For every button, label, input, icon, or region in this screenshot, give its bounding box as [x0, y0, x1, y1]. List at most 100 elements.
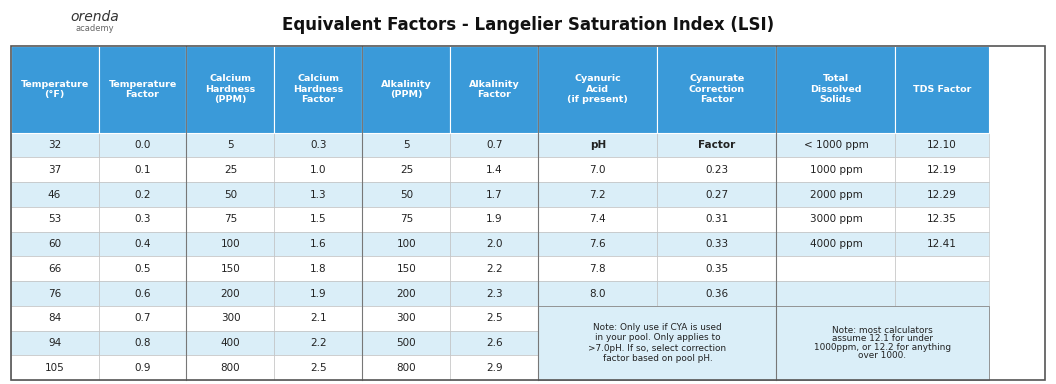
- Bar: [275, 232, 362, 257]
- Bar: [895, 356, 988, 380]
- Text: 2.2: 2.2: [310, 338, 326, 348]
- Text: Alkalinity
Factor: Alkalinity Factor: [469, 80, 520, 99]
- Bar: [657, 331, 776, 356]
- Bar: [275, 281, 362, 306]
- Bar: [776, 157, 895, 182]
- Bar: [657, 157, 776, 182]
- Bar: [98, 356, 187, 380]
- Bar: [98, 157, 187, 182]
- Bar: [657, 257, 776, 281]
- Text: orenda: orenda: [71, 10, 119, 24]
- Bar: [450, 46, 539, 133]
- Text: Temperature
(°F): Temperature (°F): [20, 80, 89, 99]
- Text: 94: 94: [48, 338, 61, 348]
- Text: 0.36: 0.36: [705, 288, 729, 298]
- Bar: [362, 207, 450, 232]
- Text: 53: 53: [48, 214, 61, 224]
- Bar: [187, 157, 275, 182]
- Bar: [539, 331, 657, 356]
- Text: 150: 150: [221, 264, 241, 274]
- Bar: [362, 257, 450, 281]
- Text: 7.0: 7.0: [589, 165, 606, 175]
- Bar: [11, 46, 1045, 380]
- Text: 0.1: 0.1: [134, 165, 151, 175]
- Bar: [98, 257, 187, 281]
- Bar: [450, 133, 539, 157]
- Text: 0.7: 0.7: [134, 313, 151, 323]
- Text: 105: 105: [44, 363, 64, 373]
- Bar: [11, 232, 98, 257]
- Text: Factor: Factor: [698, 140, 735, 150]
- Bar: [895, 281, 988, 306]
- Text: 500: 500: [397, 338, 416, 348]
- Bar: [539, 207, 657, 232]
- Text: 1.0: 1.0: [310, 165, 326, 175]
- Text: 2.5: 2.5: [486, 313, 503, 323]
- Bar: [895, 157, 988, 182]
- Bar: [539, 306, 776, 380]
- Text: Note: Only use if CYA is used
in your pool. Only applies to
>7.0pH. If so, selec: Note: Only use if CYA is used in your po…: [588, 323, 727, 363]
- Bar: [11, 331, 98, 356]
- Text: 50: 50: [400, 190, 413, 200]
- Text: 12.10: 12.10: [927, 140, 957, 150]
- Bar: [776, 182, 895, 207]
- Text: 7.6: 7.6: [589, 239, 606, 249]
- Bar: [539, 182, 657, 207]
- Text: 300: 300: [221, 313, 241, 323]
- Bar: [776, 232, 895, 257]
- Text: 12.29: 12.29: [927, 190, 957, 200]
- Text: 0.31: 0.31: [705, 214, 729, 224]
- Text: pH: pH: [589, 140, 606, 150]
- Bar: [776, 306, 988, 380]
- Bar: [539, 157, 657, 182]
- Text: 0.35: 0.35: [705, 264, 729, 274]
- Text: 1000ppm, or 12.2 for anything: 1000ppm, or 12.2 for anything: [814, 343, 951, 352]
- Text: 1.7: 1.7: [486, 190, 503, 200]
- Bar: [275, 257, 362, 281]
- Text: 50: 50: [224, 190, 237, 200]
- Bar: [450, 207, 539, 232]
- Bar: [98, 331, 187, 356]
- Text: 25: 25: [400, 165, 413, 175]
- Bar: [539, 232, 657, 257]
- Text: 7.8: 7.8: [589, 264, 606, 274]
- Bar: [187, 133, 275, 157]
- Bar: [187, 232, 275, 257]
- Text: 25: 25: [224, 165, 238, 175]
- Bar: [450, 306, 539, 331]
- Bar: [450, 232, 539, 257]
- Bar: [11, 306, 98, 331]
- Bar: [539, 356, 657, 380]
- Text: 12.19: 12.19: [927, 165, 957, 175]
- Bar: [11, 356, 98, 380]
- Bar: [895, 133, 988, 157]
- Bar: [362, 46, 450, 133]
- Text: 60: 60: [48, 239, 61, 249]
- Bar: [11, 182, 98, 207]
- Bar: [187, 306, 275, 331]
- Text: 0.3: 0.3: [134, 214, 151, 224]
- Bar: [657, 306, 776, 331]
- Bar: [776, 331, 895, 356]
- Bar: [450, 356, 539, 380]
- Text: 0.5: 0.5: [134, 264, 151, 274]
- Text: over 1000.: over 1000.: [859, 351, 906, 360]
- Text: 1.5: 1.5: [310, 214, 326, 224]
- Text: 2.3: 2.3: [486, 288, 503, 298]
- Text: 0.3: 0.3: [310, 140, 326, 150]
- Bar: [362, 306, 450, 331]
- Text: 5: 5: [227, 140, 233, 150]
- Text: 200: 200: [221, 288, 241, 298]
- Bar: [895, 306, 988, 331]
- Text: 4000 ppm: 4000 ppm: [810, 239, 863, 249]
- Text: 0.0: 0.0: [134, 140, 151, 150]
- Bar: [187, 207, 275, 232]
- Bar: [98, 306, 187, 331]
- Bar: [275, 133, 362, 157]
- Text: 1.9: 1.9: [310, 288, 326, 298]
- Text: 0.4: 0.4: [134, 239, 151, 249]
- Text: 7.2: 7.2: [589, 190, 606, 200]
- Text: 0.6: 0.6: [134, 288, 151, 298]
- Bar: [98, 133, 187, 157]
- Text: Note: most calculators: Note: most calculators: [832, 326, 932, 335]
